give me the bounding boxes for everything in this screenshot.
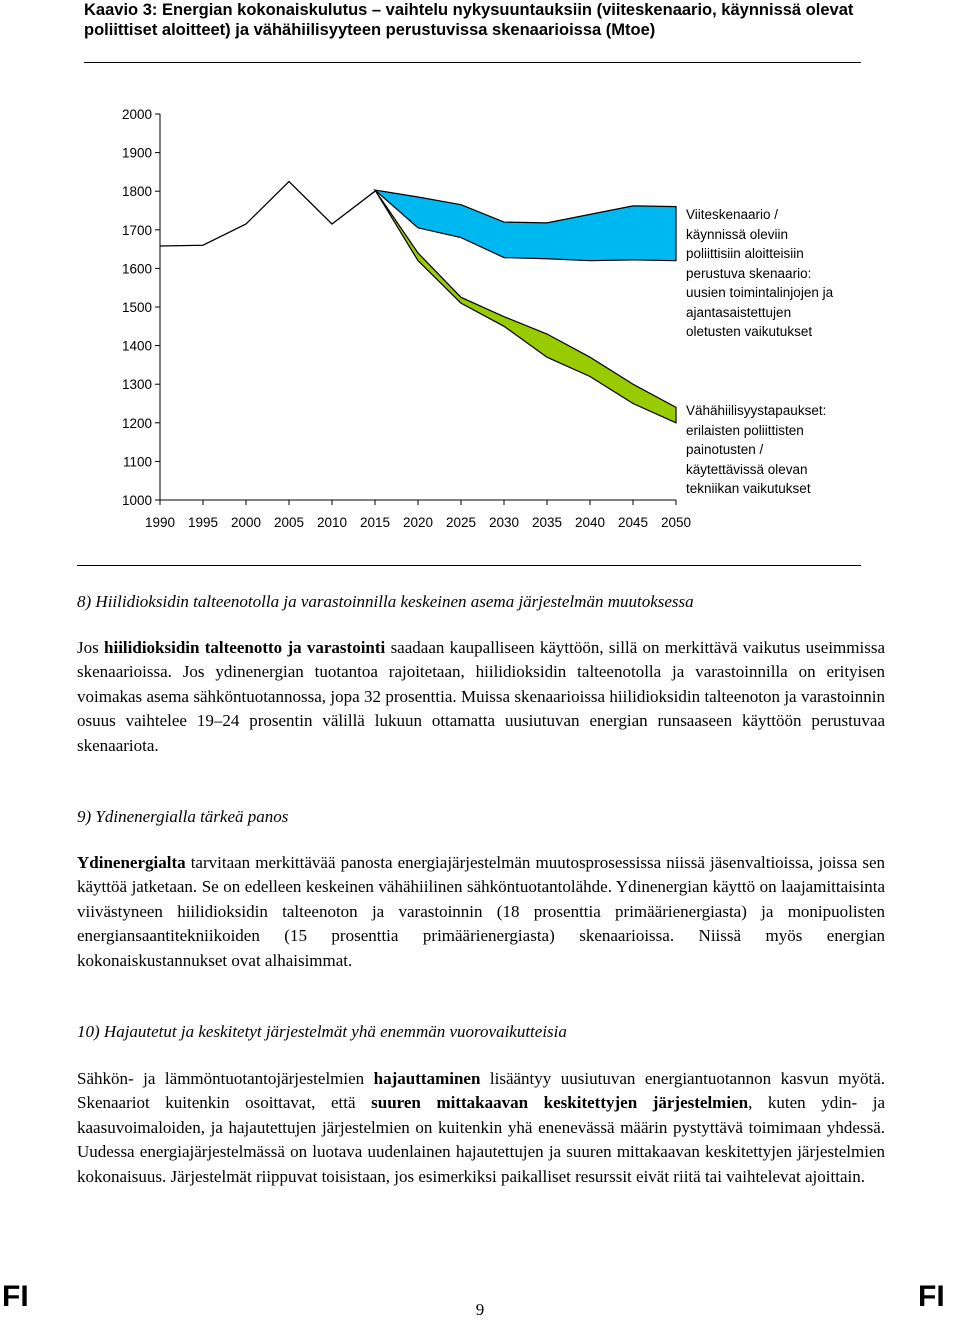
- legend-line: perustuva skenaario:: [686, 265, 812, 281]
- x-tick-label: 2015: [360, 515, 390, 530]
- bold-term: hajauttaminen: [373, 1069, 481, 1088]
- text-run: tarvitaan merkittävää panosta energiajär…: [77, 853, 885, 970]
- x-tick-label: 2050: [661, 515, 691, 530]
- y-tick-labels: 1000 1100 1200 1300 1400 1500 1600 1700 1800 1900…: [122, 107, 152, 508]
- chart-axes: [155, 113, 677, 505]
- legend-low-carbon-scenarios: Vähähiilisyystapaukset: erilaisten polii…: [686, 401, 876, 499]
- bold-term: hiilidioksidin talteenotto ja varastoint…: [104, 638, 386, 657]
- legend-reference-scenario: Viiteskenaario / käynnissä oleviin polii…: [686, 205, 876, 342]
- section-9-heading: 9) Ydinenergialla tärkeä panos: [77, 807, 289, 826]
- caption-text: Energian kokonaiskulutus – vaihtelu nyky…: [84, 1, 854, 39]
- bold-term: Ydinenergialta: [77, 853, 186, 872]
- y-tick-label: 1000: [122, 493, 152, 508]
- x-tick-label: 2030: [489, 515, 519, 530]
- x-tick-label: 2000: [231, 515, 261, 530]
- section-9-paragraph: Ydinenergialta tarvitaan merkittävää pan…: [77, 851, 885, 973]
- historical-series: [159, 180, 376, 247]
- legend-line: oletusten vaikutukset: [686, 324, 813, 339]
- x-tick-label: 2040: [575, 515, 605, 530]
- bold-term: suuren mittakaavan keskitettyjen järjest…: [371, 1093, 749, 1113]
- x-tick-label: 2010: [317, 515, 347, 530]
- section-10-heading: 10) Hajautetut ja keskitetyt järjestelmä…: [77, 1022, 567, 1041]
- footer-language-code-right: FI: [918, 1280, 945, 1313]
- page-number: 9: [475, 1300, 485, 1319]
- y-tick-label: 1900: [122, 146, 152, 161]
- text-run: saadaan kaupalliseen käyttöön, sillä on …: [77, 638, 885, 755]
- legend-line: käynnissä oleviin: [686, 226, 789, 242]
- x-tick-labels: 1990 1995 2000 2005 2010 2015 2020 2025 2030 2035…: [145, 515, 691, 530]
- legend-line: painotusten /: [686, 442, 764, 457]
- text-run: Jos: [77, 638, 105, 657]
- section-10-paragraph: Sähkön- ja lämmöntuotantojärjestelmien h…: [77, 1067, 885, 1189]
- section-8-paragraph: Jos hiilidioksidin talteenotto ja varast…: [77, 636, 885, 758]
- y-tick-label: 1200: [122, 416, 152, 431]
- y-tick-label: 1500: [122, 300, 152, 315]
- legend-line: uusien toimintalinjojen ja: [686, 285, 834, 300]
- x-tick-label: 2020: [403, 515, 433, 530]
- legend-line: ajantasaistettujen: [686, 304, 792, 320]
- y-tick-label: 1400: [122, 339, 152, 354]
- legend-line: erilaisten poliittisten: [686, 422, 804, 438]
- x-tick-label: 2005: [274, 515, 304, 530]
- legend-line: Viiteskenaario /: [686, 207, 779, 222]
- reference-scenario-band: [373, 189, 677, 262]
- figure-caption: Kaavio 3: Energian kokonaiskulutus – vai…: [84, 0, 860, 40]
- y-tick-label: 1100: [123, 454, 152, 469]
- caption-rule: [84, 62, 861, 63]
- legend-line: tekniikan vaikutukset: [686, 481, 811, 496]
- y-tick-label: 1700: [122, 223, 152, 238]
- y-tick-label: 1800: [122, 184, 152, 199]
- x-tick-label: 1995: [188, 515, 218, 530]
- text-run: lisääntyy uusiutuvan energiantuotannon k…: [77, 1069, 885, 1113]
- legend-line: Vähähiilisyystapaukset:: [686, 403, 827, 418]
- chart-bottom-rule: [77, 565, 861, 566]
- legend-line: poliittisiin aloitteisiin: [686, 246, 804, 261]
- x-tick-label: 1990: [145, 515, 175, 530]
- energy-consumption-chart: 1000 1100 1200 1300 1400 1500 1600 1700 1800 1900…: [122, 107, 691, 530]
- y-tick-label: 1300: [122, 377, 152, 392]
- text-run: Sähkön- ja lämmöntuotantojärjestelmien: [77, 1069, 374, 1088]
- x-tick-label: 2025: [446, 515, 476, 530]
- y-tick-label: 1600: [122, 261, 152, 276]
- legend-line: käytettävissä olevan: [686, 461, 808, 477]
- x-tick-label: 2035: [532, 515, 562, 530]
- scenario-bands: [373, 189, 677, 424]
- y-tick-label: 2000: [122, 107, 152, 122]
- section-8-heading: 8) Hiilidioksidin talteenotolla ja varas…: [77, 592, 694, 611]
- x-tick-label: 2045: [618, 515, 648, 530]
- footer-language-code-left: FI: [2, 1280, 29, 1313]
- low-carbon-band: [374, 189, 677, 424]
- text-run: , kuten ydin- ja kaasuvoimaloiden, ja ha…: [77, 1093, 885, 1186]
- caption-prefix: Kaavio 3:: [84, 1, 162, 19]
- historical-line: [159, 180, 376, 247]
